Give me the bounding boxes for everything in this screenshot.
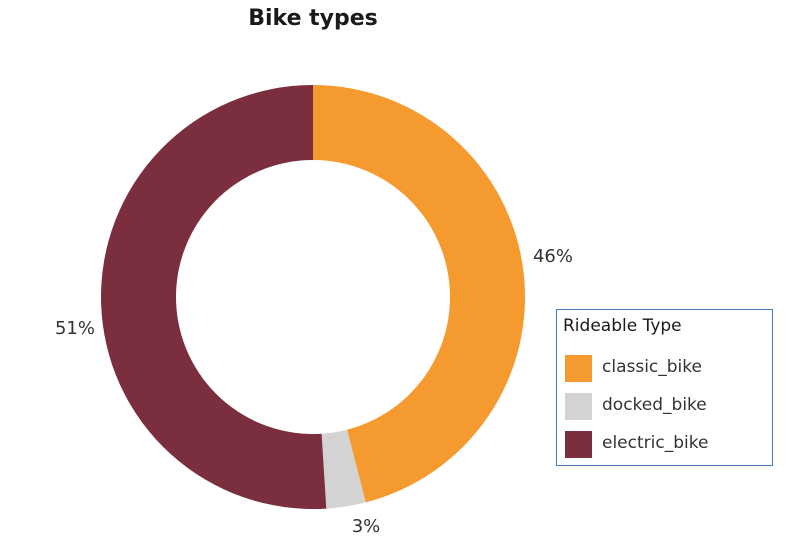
slice-docked-bike[interactable] bbox=[321, 429, 366, 509]
slice-classic-bike[interactable] bbox=[313, 85, 526, 503]
legend-title: Rideable Type bbox=[563, 316, 682, 336]
slice-label-electric-bike: 51% bbox=[55, 318, 95, 339]
slice-label-docked-bike: 3% bbox=[352, 516, 381, 537]
slice-electric-bike[interactable] bbox=[100, 85, 327, 510]
slice-label-classic-bike: 46% bbox=[533, 246, 573, 267]
chart-title: Bike types bbox=[248, 6, 378, 31]
legend-label-docked-bike: docked_bike bbox=[602, 395, 707, 415]
legend-swatch-docked-bike bbox=[565, 393, 592, 420]
legend-swatch-electric-bike bbox=[565, 431, 592, 458]
legend: Rideable Type classic_bike docked_bike e… bbox=[556, 309, 773, 466]
legend-label-electric-bike: electric_bike bbox=[602, 433, 709, 453]
legend-label-classic-bike: classic_bike bbox=[602, 357, 702, 377]
legend-swatch-classic-bike bbox=[565, 355, 592, 382]
